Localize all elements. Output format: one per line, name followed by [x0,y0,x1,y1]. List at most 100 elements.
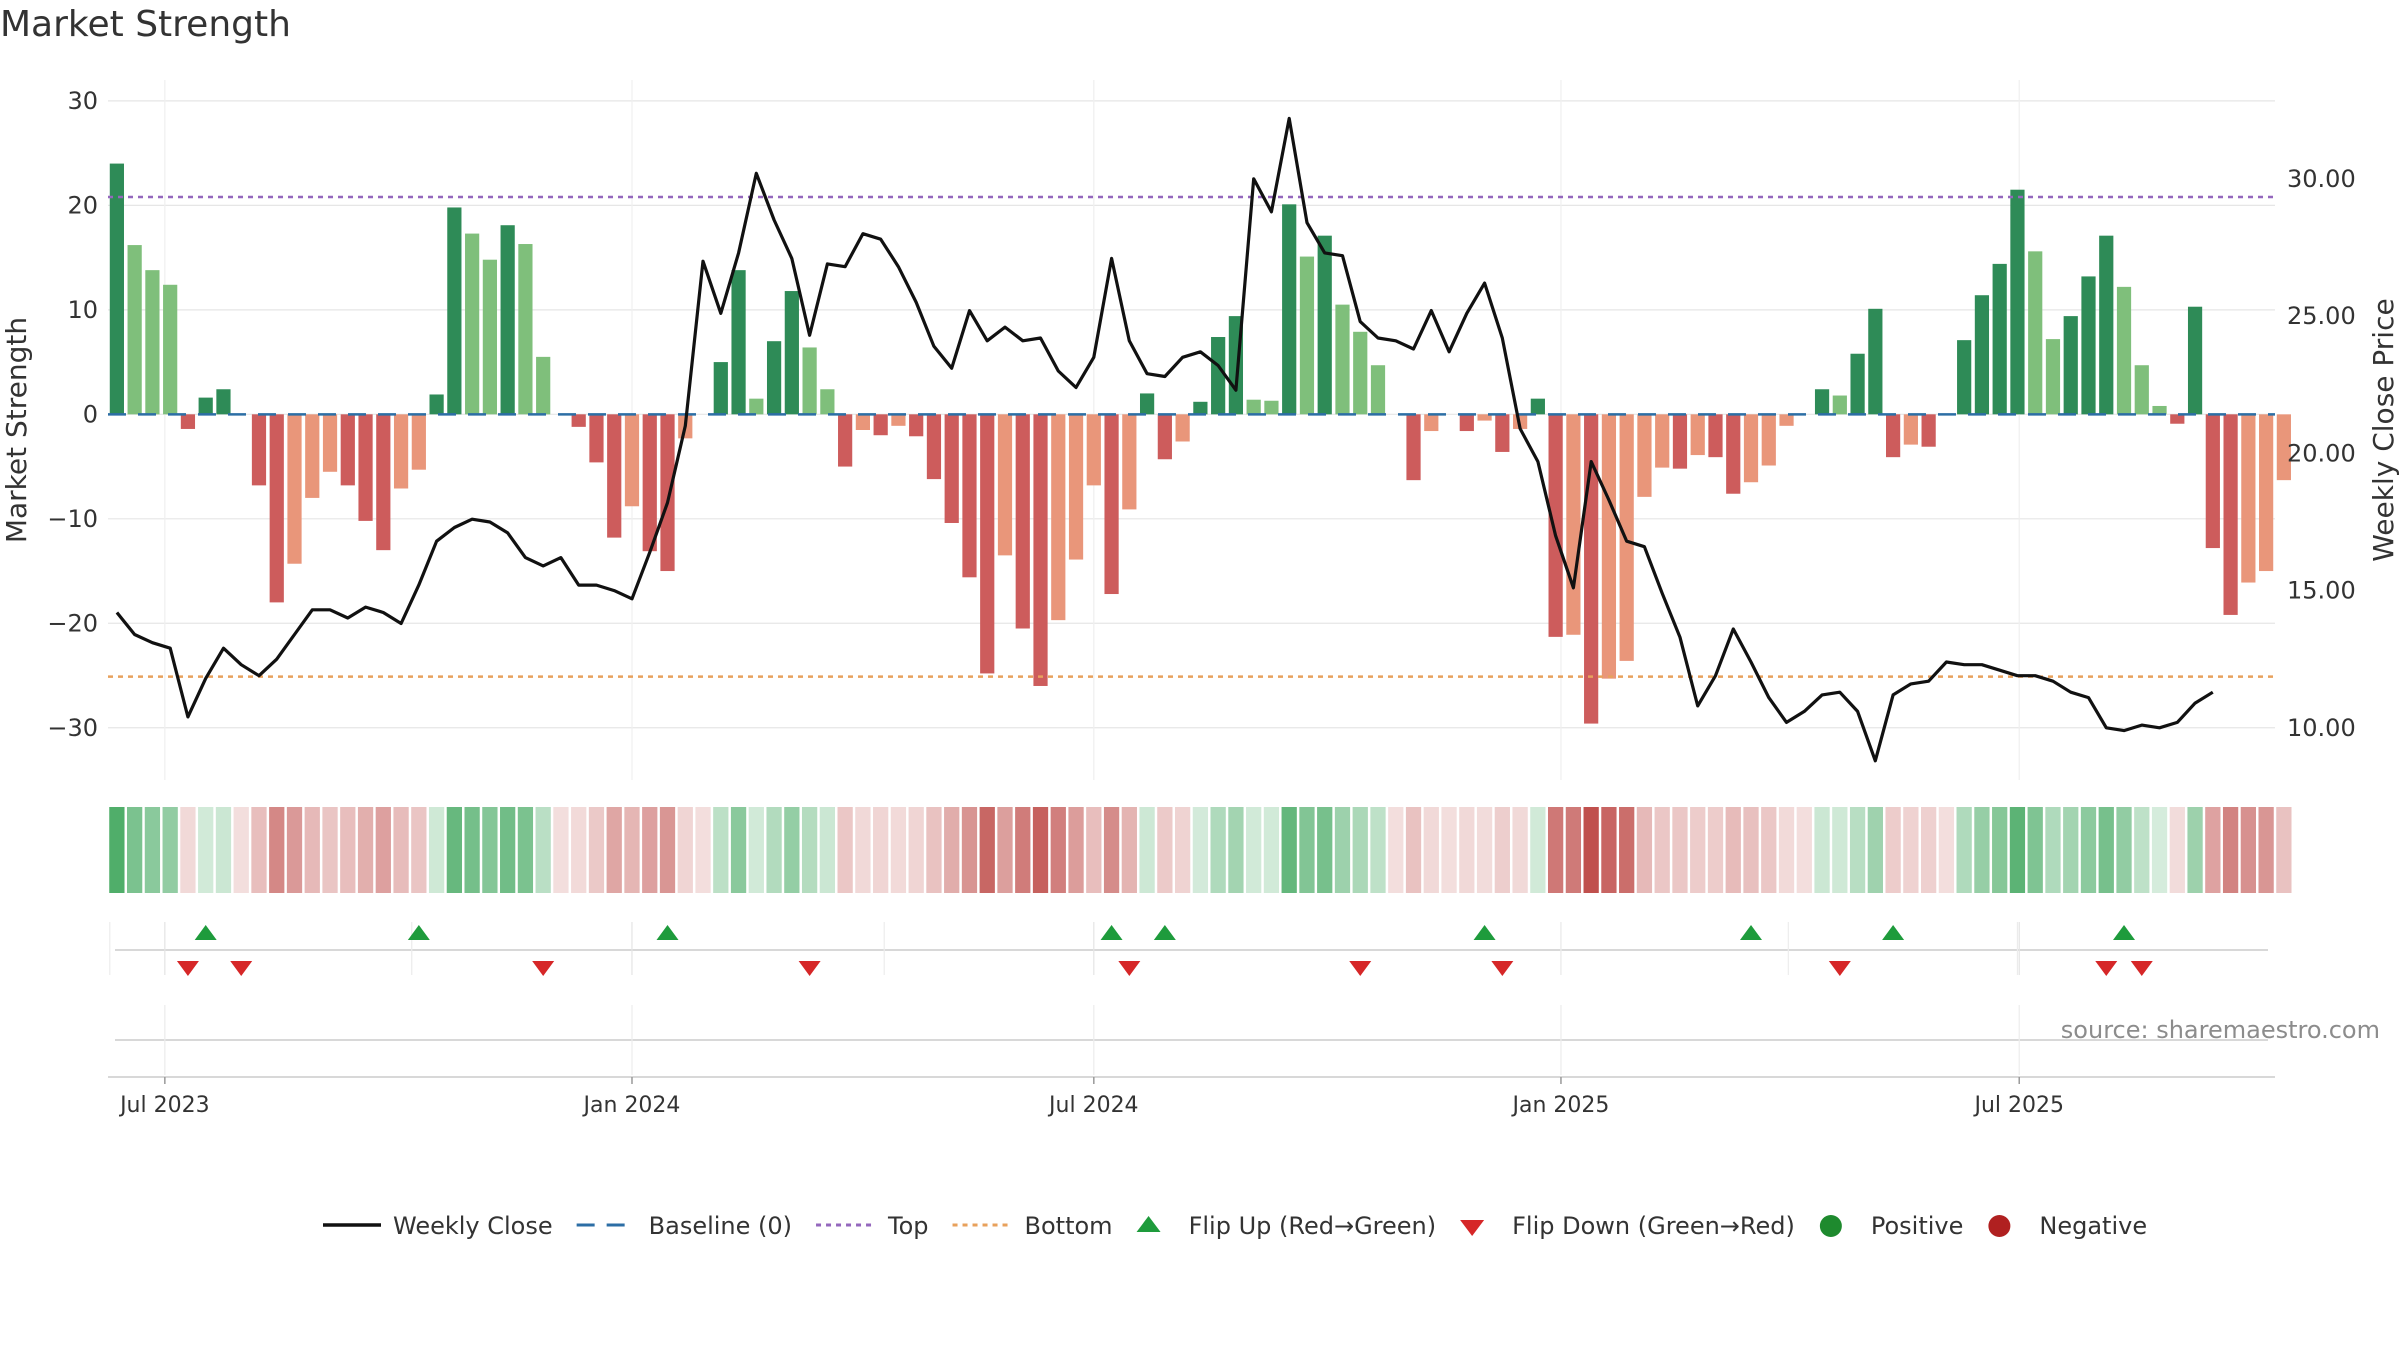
strength-bar [1548,414,1563,637]
strength-bar [909,414,924,437]
heat-cell [357,807,374,893]
strength-bar [2134,365,2149,415]
x-tick-label: Jan 2024 [582,1093,681,1118]
heat-cell [855,807,871,893]
heat-cell [1778,807,1795,893]
y-tick-label-left: 10 [67,296,98,324]
heat-cell [1690,807,1706,893]
strength-bar [1353,331,1368,415]
legend-label: Positive [1871,1212,1964,1240]
heat-cell [1992,807,2008,893]
strength-bar [2045,339,2061,415]
heat-cell [2240,807,2256,893]
heat-cell [2276,807,2292,893]
heat-cell [2205,807,2221,893]
strength-bar [1655,414,1670,468]
heat-cell [2063,807,2079,893]
strength-bar [1566,414,1581,635]
flip-down-marker [1491,961,1514,976]
strength-bar [518,244,533,415]
strength-bar [1637,414,1652,497]
grid-layer [108,80,2275,780]
heat-cell [837,807,853,893]
strength-bar [1051,414,1066,621]
heat-cell [127,807,143,893]
heat-cell [162,807,178,893]
heat-cell [2187,807,2203,893]
y-tick-label-left: 0 [83,400,98,428]
strength-bar [145,270,160,415]
strength-bar [731,270,746,415]
flip-down-marker [2130,961,2153,976]
strength-bar [1477,414,1492,421]
heat-cell [944,807,960,893]
heat-cell [1530,807,1546,893]
strength-bar [2099,235,2114,415]
heat-cell [428,807,445,893]
heat-cell [1139,807,1155,893]
heat-cell [1796,807,1812,893]
strength-bar [1193,401,1208,415]
strength-bar [1708,414,1723,458]
heat-cell [1725,807,1741,893]
strength-bar [1814,389,1830,415]
flip-up-marker [1740,925,1763,940]
heat-cell [1086,807,1102,893]
strength-bar [1033,414,1048,686]
heat-cell [2080,807,2097,893]
strength-bar [1903,414,1918,445]
strength-bar [1690,414,1705,456]
strength-bar [1211,337,1226,415]
strength-bar [1459,414,1474,432]
strength-bar [873,414,888,436]
heat-cell [1761,807,1777,893]
heat-cell [1619,807,1635,893]
heat-cell [1885,807,1901,893]
heat-cell [393,807,409,893]
strength-bar [571,414,586,427]
strength-bar [2276,414,2291,481]
strength-bar [1957,340,1972,415]
heat-cell [535,807,551,893]
heat-cell [304,807,320,893]
strength-bar [1779,414,1794,426]
x-tick-label: Jul 2024 [1047,1093,1139,1118]
strength-bar [1086,414,1101,486]
heat-cell [411,807,427,893]
flip-down-marker [2095,961,2118,976]
legend-label: Flip Down (Green→Red) [1512,1212,1795,1240]
heat-cell [1370,807,1386,893]
legend: Weekly Close Baseline (0) Top Bottom Flip Up… [323,1212,2147,1240]
strength-bar [465,233,480,415]
strength-bar [1335,304,1350,415]
strength-bar [2259,414,2274,572]
heat-cell [1903,807,1919,893]
legend-swatch-tri-up [1136,1216,1161,1232]
flip-up-marker [1153,925,1176,940]
heat-cell [677,807,693,893]
heat-cell [1494,807,1510,893]
heat-cell [1938,807,1955,893]
heat-cell [1068,807,1084,893]
strength-bar [2063,316,2078,415]
strength-bar [163,284,178,415]
heat-cell [642,807,658,893]
heat-cell [1210,807,1226,893]
strength-bar [607,414,622,538]
heat-cell [553,807,569,893]
strength-bar [1992,263,2007,415]
x-axis: Jul 2023 Jan 2024 Jul 2024 Jan 2025 Jul 2025 [108,1076,2275,1118]
legend-label: Negative [2039,1212,2147,1240]
heat-cell [926,807,942,893]
strength-bar [2205,414,2220,549]
strength-bar [2152,405,2167,415]
strength-bar [393,414,409,489]
flip-markers-panel [109,922,2268,976]
heat-cell [446,807,463,893]
strength-bar [1850,353,1865,415]
reference-lines [108,195,2275,678]
strength-bar [1601,414,1617,679]
strength-bar [322,414,338,472]
